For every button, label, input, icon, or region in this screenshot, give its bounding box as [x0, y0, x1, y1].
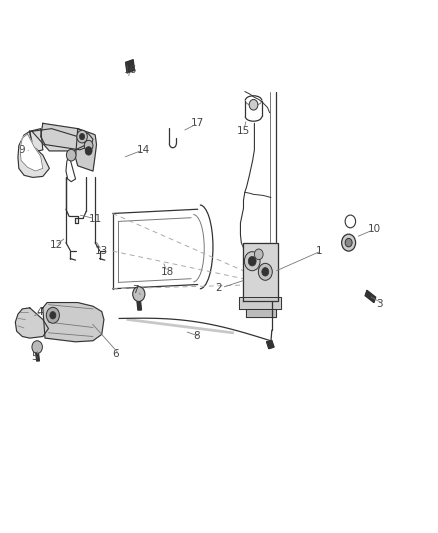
Polygon shape [245, 309, 276, 317]
Polygon shape [243, 243, 278, 301]
Circle shape [261, 268, 268, 276]
Text: 12: 12 [49, 240, 63, 251]
Circle shape [79, 133, 85, 140]
Circle shape [66, 149, 76, 161]
Text: 7: 7 [132, 285, 138, 295]
Polygon shape [266, 341, 273, 349]
Circle shape [46, 308, 59, 323]
Polygon shape [15, 308, 48, 338]
Polygon shape [75, 128, 96, 171]
Circle shape [341, 234, 355, 251]
Circle shape [248, 256, 255, 266]
Text: 4: 4 [36, 306, 43, 317]
Text: 2: 2 [215, 282, 221, 293]
Text: 13: 13 [95, 246, 108, 256]
Circle shape [85, 147, 92, 155]
Polygon shape [32, 128, 86, 151]
Circle shape [132, 287, 145, 302]
Polygon shape [137, 302, 141, 310]
Circle shape [49, 312, 56, 319]
Polygon shape [364, 290, 375, 303]
Text: 9: 9 [19, 145, 25, 155]
Polygon shape [239, 297, 280, 309]
Text: 18: 18 [160, 267, 173, 277]
Polygon shape [36, 353, 39, 361]
Circle shape [249, 100, 257, 110]
Polygon shape [43, 303, 104, 342]
Circle shape [244, 252, 259, 271]
Text: 10: 10 [367, 224, 380, 235]
Circle shape [254, 249, 262, 260]
Polygon shape [41, 123, 93, 150]
Text: 14: 14 [136, 145, 149, 155]
Circle shape [344, 238, 351, 247]
Circle shape [32, 341, 42, 353]
Text: 5: 5 [31, 352, 38, 361]
Text: 1: 1 [315, 246, 321, 256]
Circle shape [84, 140, 93, 151]
Text: 11: 11 [88, 214, 102, 224]
Polygon shape [18, 131, 49, 177]
Text: 15: 15 [237, 126, 250, 136]
Polygon shape [125, 60, 134, 73]
Text: 6: 6 [113, 349, 119, 359]
Text: 16: 16 [123, 66, 137, 75]
Polygon shape [20, 134, 43, 171]
Circle shape [258, 263, 272, 280]
Text: 3: 3 [376, 298, 382, 309]
Circle shape [77, 130, 87, 143]
Polygon shape [30, 128, 43, 152]
Text: 8: 8 [193, 332, 199, 342]
Circle shape [344, 215, 355, 228]
Text: 17: 17 [191, 118, 204, 128]
